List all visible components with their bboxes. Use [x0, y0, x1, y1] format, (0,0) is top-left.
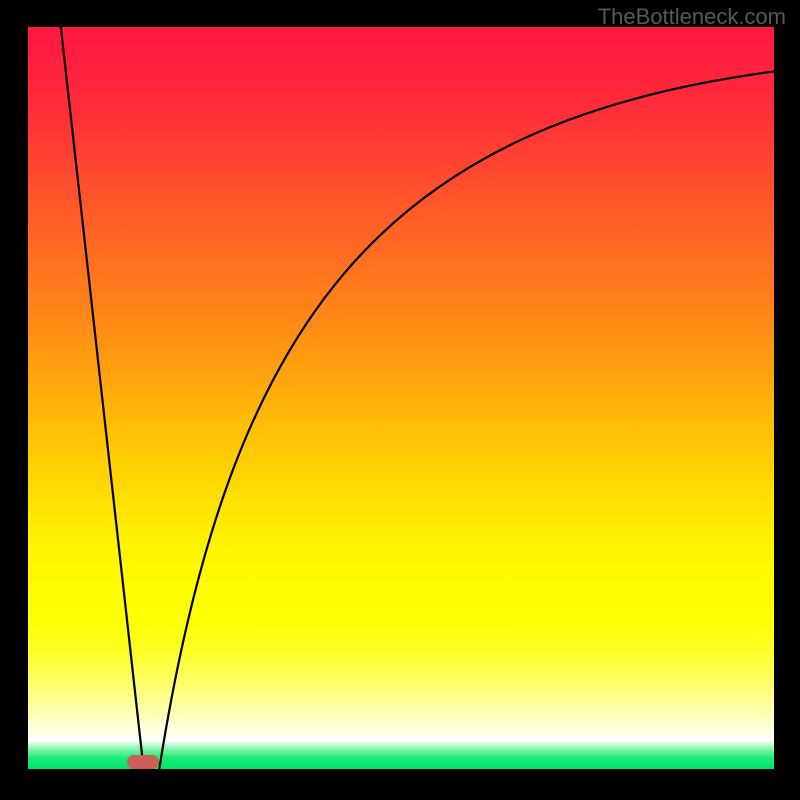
gradient-background: [28, 27, 774, 769]
watermark-label: TheBottleneck.com: [598, 4, 786, 30]
chart-frame: TheBottleneck.com: [0, 0, 800, 800]
bottleneck-curve-chart: [28, 27, 774, 769]
plot-area: [28, 27, 774, 769]
optimal-marker: [127, 755, 158, 769]
